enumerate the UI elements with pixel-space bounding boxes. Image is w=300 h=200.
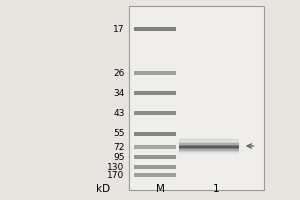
Text: M: M xyxy=(156,184,165,194)
Text: 130: 130 xyxy=(107,162,124,171)
Text: 34: 34 xyxy=(113,88,124,98)
Bar xyxy=(134,155,176,159)
Text: 43: 43 xyxy=(113,108,124,117)
Bar xyxy=(179,143,239,151)
Text: 17: 17 xyxy=(113,24,124,33)
Bar xyxy=(179,146,239,152)
Bar xyxy=(134,165,176,169)
Bar xyxy=(134,27,176,31)
Bar xyxy=(134,145,176,149)
Text: 95: 95 xyxy=(113,152,124,162)
Text: kD: kD xyxy=(96,184,111,194)
Bar xyxy=(179,139,239,145)
Bar xyxy=(134,91,176,95)
Text: 26: 26 xyxy=(113,68,124,77)
Bar xyxy=(179,145,239,149)
Bar xyxy=(179,149,239,152)
Bar xyxy=(179,142,239,152)
Bar xyxy=(134,173,176,177)
Bar xyxy=(129,6,264,190)
Text: 170: 170 xyxy=(107,170,124,180)
Text: 1: 1 xyxy=(213,184,219,194)
Text: 72: 72 xyxy=(113,142,124,152)
Bar xyxy=(134,132,176,136)
Bar xyxy=(179,146,239,148)
Bar xyxy=(179,140,239,154)
Bar xyxy=(134,71,176,75)
Bar xyxy=(134,111,176,115)
Bar xyxy=(179,141,239,148)
Text: 55: 55 xyxy=(113,130,124,138)
